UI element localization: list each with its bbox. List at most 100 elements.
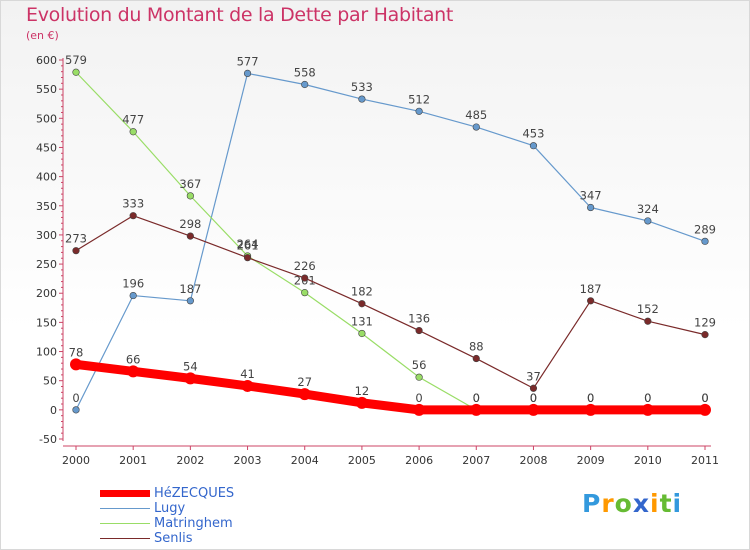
data-point	[243, 254, 252, 262]
data-label: 347	[580, 189, 602, 203]
x-tick-label: 2007	[462, 454, 490, 467]
data-point	[529, 142, 538, 150]
data-point	[415, 326, 423, 335]
data-point	[358, 300, 366, 308]
data-point	[587, 203, 595, 212]
legend-label: Lugy	[154, 501, 186, 516]
legend-label: Matringhem	[154, 516, 233, 531]
data-label: 41	[240, 367, 255, 381]
data-label: 477	[122, 113, 144, 127]
data-point	[184, 372, 197, 385]
data-point	[529, 384, 538, 392]
data-label: 264	[237, 237, 259, 251]
data-label: 88	[469, 340, 484, 354]
logo-letter: x	[632, 489, 650, 518]
data-point	[129, 128, 137, 136]
data-point	[355, 396, 368, 409]
x-tick-label: 2001	[119, 454, 147, 467]
data-label: 0	[473, 391, 480, 405]
data-point	[415, 373, 423, 381]
x-tick-label: 2009	[577, 454, 605, 467]
data-point	[644, 217, 652, 225]
data-point	[584, 403, 597, 416]
data-label: 298	[179, 217, 201, 231]
data-point	[641, 403, 654, 416]
data-label: 367	[179, 177, 201, 191]
data-label: 0	[72, 391, 79, 405]
chart-title: Evolution du Montant de la Dette par Hab…	[26, 4, 454, 26]
legend-swatch	[100, 508, 150, 509]
data-label: 273	[65, 232, 87, 246]
data-label: 0	[644, 391, 651, 405]
legend-label: Senlis	[154, 531, 193, 546]
data-point	[298, 388, 311, 401]
data-point	[472, 123, 480, 131]
y-tick-label: 500	[36, 112, 57, 125]
data-label: 533	[351, 80, 373, 94]
logo-letter: P	[582, 489, 602, 518]
series-line-3	[75, 215, 706, 389]
logo-letter: i	[650, 489, 660, 518]
data-point	[186, 232, 194, 240]
data-point	[358, 95, 366, 103]
data-point	[358, 329, 366, 338]
data-label: 37	[526, 369, 541, 383]
x-tick-label: 2008	[519, 454, 547, 467]
data-label: 56	[412, 358, 427, 372]
data-label: 261	[237, 239, 259, 253]
y-tick-label: 50	[43, 375, 57, 388]
data-label: 0	[587, 391, 594, 405]
data-point	[644, 317, 652, 325]
data-point	[415, 107, 423, 115]
data-point	[186, 192, 194, 200]
data-label: 485	[465, 108, 487, 122]
data-label: 78	[69, 345, 84, 359]
data-point	[470, 403, 483, 416]
data-label: 0	[530, 391, 537, 405]
y-tick-label: 600	[36, 54, 57, 67]
data-label: 577	[237, 54, 259, 68]
data-label: 0	[701, 391, 708, 405]
data-point	[72, 247, 80, 255]
data-point	[72, 68, 80, 76]
y-tick-label: 400	[36, 171, 57, 184]
data-label: 187	[179, 282, 201, 296]
data-point	[241, 379, 254, 392]
data-point	[587, 297, 595, 305]
data-point	[699, 403, 711, 416]
legend-swatch	[100, 538, 150, 539]
data-point	[301, 289, 309, 297]
data-label: 27	[297, 375, 312, 389]
data-label: 187	[580, 282, 602, 296]
data-point	[527, 403, 540, 416]
data-label: 289	[694, 222, 716, 236]
data-label: 196	[122, 277, 144, 291]
legend-label: HéZECQUES	[154, 486, 235, 501]
y-tick-label: 150	[36, 316, 57, 329]
logo-letter: o	[614, 489, 633, 518]
data-point	[129, 212, 137, 220]
y-tick-label: 200	[36, 287, 57, 300]
data-label: 152	[637, 302, 659, 316]
data-label: 0	[701, 391, 708, 405]
y-tick-label: 550	[36, 83, 57, 96]
data-label: 0	[415, 391, 422, 405]
y-tick-label: 100	[36, 346, 57, 359]
y-tick-label: 250	[36, 258, 57, 271]
data-label: 324	[637, 202, 659, 216]
series-line-0	[71, 359, 710, 415]
legend-swatch	[100, 490, 150, 497]
data-label: 0	[473, 391, 480, 405]
data-label: 0	[644, 391, 651, 405]
data-label: 129	[694, 316, 716, 330]
data-point	[186, 297, 194, 305]
logo-letter: r	[601, 489, 615, 518]
x-tick-label: 2006	[405, 454, 433, 467]
legend-swatch	[100, 523, 150, 524]
data-point	[472, 354, 480, 363]
y-tick-label: 300	[36, 229, 57, 242]
series-line-1	[75, 72, 706, 411]
y-tick-label: 350	[36, 200, 57, 213]
data-point	[413, 403, 426, 416]
